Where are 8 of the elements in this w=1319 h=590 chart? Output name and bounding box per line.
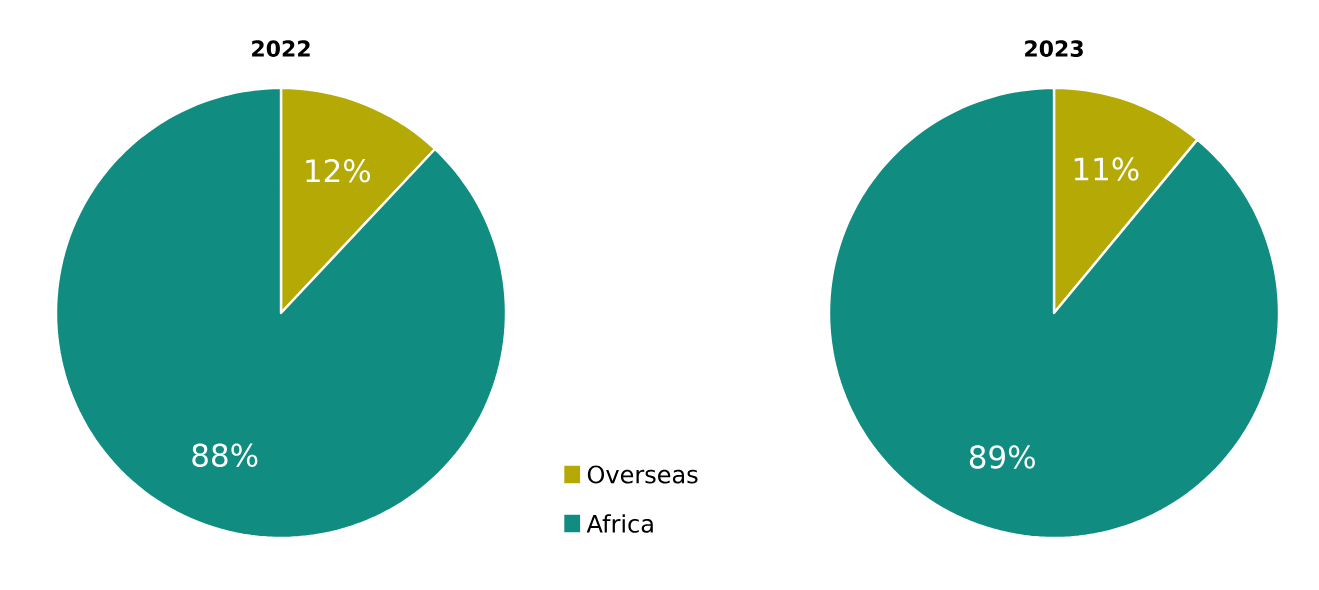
legend-label: Overseas [587,465,698,484]
data-label: 12% [306,159,371,183]
chart-title: 2022 [252,40,310,57]
legend-label: Africa [586,514,653,533]
data-label: 89% [969,445,1035,469]
data-label: 11% [1074,157,1139,181]
data-label: 88% [192,443,258,467]
chart-title: 2023 [1025,40,1083,57]
